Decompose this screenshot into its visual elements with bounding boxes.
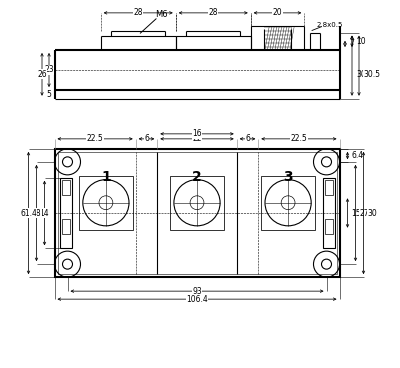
Text: 7: 7 bbox=[349, 39, 354, 49]
Text: 30: 30 bbox=[368, 209, 377, 217]
Text: 2: 2 bbox=[192, 170, 202, 184]
Text: 26: 26 bbox=[37, 70, 47, 79]
Bar bbox=[62, 180, 70, 195]
Text: 1: 1 bbox=[101, 170, 111, 184]
Bar bbox=[170, 176, 224, 230]
Text: 48: 48 bbox=[32, 209, 41, 217]
Text: 5: 5 bbox=[46, 90, 52, 99]
Text: 6: 6 bbox=[245, 134, 250, 144]
Bar bbox=[54, 149, 340, 277]
Text: 16: 16 bbox=[192, 130, 202, 138]
Bar bbox=[60, 178, 72, 248]
Text: 28: 28 bbox=[208, 8, 218, 17]
Bar bbox=[322, 178, 334, 248]
Text: 10: 10 bbox=[356, 37, 366, 46]
Text: 22.5: 22.5 bbox=[290, 134, 307, 144]
Text: 22: 22 bbox=[192, 134, 202, 144]
Text: 30.5: 30.5 bbox=[363, 70, 380, 79]
Bar bbox=[58, 152, 336, 274]
Text: 20: 20 bbox=[273, 8, 282, 17]
Bar bbox=[79, 176, 133, 230]
Text: 14: 14 bbox=[40, 209, 49, 217]
Text: 6.4: 6.4 bbox=[352, 151, 364, 160]
Text: 2.8x0.5: 2.8x0.5 bbox=[317, 22, 343, 28]
Text: M6: M6 bbox=[155, 10, 168, 20]
Bar bbox=[324, 180, 332, 195]
Text: 28: 28 bbox=[134, 8, 143, 17]
Text: 30: 30 bbox=[356, 70, 366, 79]
Bar bbox=[62, 219, 70, 234]
Text: 27: 27 bbox=[360, 209, 369, 217]
Text: 15: 15 bbox=[352, 209, 361, 217]
Text: 23: 23 bbox=[44, 66, 54, 74]
Bar bbox=[324, 219, 332, 234]
Text: 93: 93 bbox=[192, 287, 202, 296]
Text: 3: 3 bbox=[283, 170, 293, 184]
Text: 22.5: 22.5 bbox=[87, 134, 104, 144]
Text: 61.4: 61.4 bbox=[20, 209, 37, 217]
Text: 6: 6 bbox=[144, 134, 149, 144]
Text: 106.4: 106.4 bbox=[186, 295, 208, 304]
Bar bbox=[261, 176, 315, 230]
